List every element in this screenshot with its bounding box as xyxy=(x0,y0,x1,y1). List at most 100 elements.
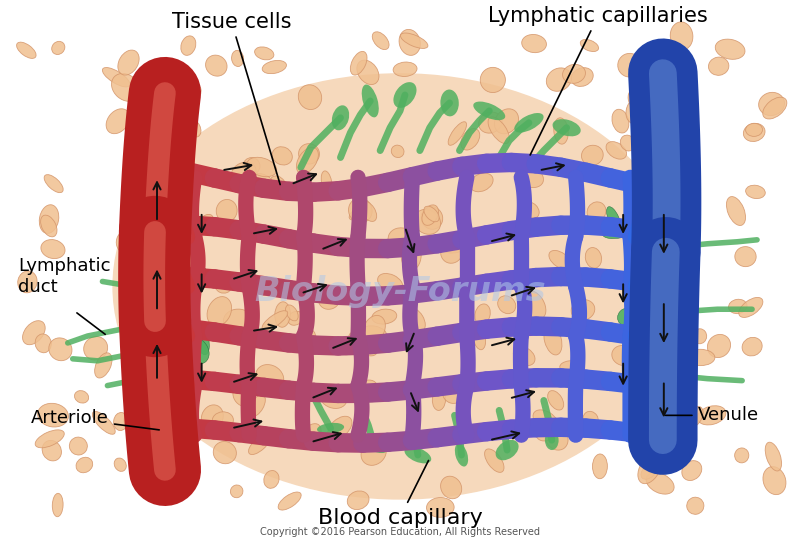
Ellipse shape xyxy=(350,52,367,75)
Ellipse shape xyxy=(298,85,322,110)
Ellipse shape xyxy=(661,160,682,183)
Ellipse shape xyxy=(254,47,274,60)
Ellipse shape xyxy=(693,329,706,344)
Ellipse shape xyxy=(544,325,562,355)
Ellipse shape xyxy=(174,104,198,115)
Ellipse shape xyxy=(111,73,140,102)
Ellipse shape xyxy=(150,385,190,395)
Ellipse shape xyxy=(498,296,516,314)
Ellipse shape xyxy=(35,430,64,448)
Ellipse shape xyxy=(233,382,255,406)
Ellipse shape xyxy=(393,62,417,77)
Ellipse shape xyxy=(734,448,749,463)
Ellipse shape xyxy=(612,109,629,133)
Ellipse shape xyxy=(194,214,214,236)
Ellipse shape xyxy=(183,155,194,170)
Ellipse shape xyxy=(288,311,303,325)
Ellipse shape xyxy=(365,384,385,402)
Ellipse shape xyxy=(49,338,72,361)
Text: Venule: Venule xyxy=(666,406,758,424)
Ellipse shape xyxy=(638,346,650,362)
Ellipse shape xyxy=(250,395,266,416)
Ellipse shape xyxy=(114,458,126,471)
Ellipse shape xyxy=(642,266,660,286)
Ellipse shape xyxy=(738,298,763,318)
Ellipse shape xyxy=(162,361,185,384)
Ellipse shape xyxy=(363,315,386,342)
Ellipse shape xyxy=(626,383,653,403)
Ellipse shape xyxy=(763,466,786,495)
Ellipse shape xyxy=(349,207,368,220)
Ellipse shape xyxy=(299,424,321,447)
Ellipse shape xyxy=(169,262,181,287)
Ellipse shape xyxy=(270,176,286,194)
Ellipse shape xyxy=(546,68,572,91)
Ellipse shape xyxy=(298,144,319,164)
Ellipse shape xyxy=(709,57,729,75)
Ellipse shape xyxy=(583,412,598,427)
Ellipse shape xyxy=(545,426,568,450)
Ellipse shape xyxy=(535,421,554,441)
Ellipse shape xyxy=(216,199,237,222)
Text: Biology-Forums: Biology-Forums xyxy=(254,275,546,308)
Ellipse shape xyxy=(17,42,36,59)
Ellipse shape xyxy=(180,391,194,408)
Ellipse shape xyxy=(715,39,745,59)
Ellipse shape xyxy=(354,380,378,401)
Ellipse shape xyxy=(157,294,172,312)
Ellipse shape xyxy=(391,145,404,157)
Ellipse shape xyxy=(401,33,428,48)
Ellipse shape xyxy=(488,117,510,143)
Ellipse shape xyxy=(206,55,227,76)
Ellipse shape xyxy=(461,129,480,150)
Ellipse shape xyxy=(173,148,194,174)
Ellipse shape xyxy=(634,358,654,384)
Ellipse shape xyxy=(554,118,568,144)
Ellipse shape xyxy=(431,430,445,444)
Ellipse shape xyxy=(571,68,594,86)
Ellipse shape xyxy=(480,67,506,92)
Ellipse shape xyxy=(356,341,377,356)
Ellipse shape xyxy=(322,171,332,193)
Text: Arteriole: Arteriole xyxy=(31,409,159,430)
Ellipse shape xyxy=(296,282,310,298)
Ellipse shape xyxy=(758,92,785,116)
Ellipse shape xyxy=(629,244,655,258)
Ellipse shape xyxy=(146,425,163,451)
Ellipse shape xyxy=(735,247,756,267)
Ellipse shape xyxy=(256,364,284,390)
Ellipse shape xyxy=(394,82,417,108)
Ellipse shape xyxy=(762,97,787,119)
Ellipse shape xyxy=(548,390,564,410)
Ellipse shape xyxy=(194,321,210,355)
Ellipse shape xyxy=(678,116,698,139)
Ellipse shape xyxy=(349,198,372,223)
Text: Copyright ©2016 Pearson Education, All Rights Reserved: Copyright ©2016 Pearson Education, All R… xyxy=(260,527,540,538)
Ellipse shape xyxy=(118,50,139,75)
Ellipse shape xyxy=(39,205,58,233)
Ellipse shape xyxy=(41,215,57,237)
Ellipse shape xyxy=(41,239,65,258)
Ellipse shape xyxy=(150,167,174,190)
Ellipse shape xyxy=(106,109,130,134)
Ellipse shape xyxy=(533,410,558,431)
Ellipse shape xyxy=(441,241,462,263)
Ellipse shape xyxy=(522,34,546,53)
Ellipse shape xyxy=(130,348,150,371)
Ellipse shape xyxy=(159,90,182,108)
Ellipse shape xyxy=(243,157,260,174)
Ellipse shape xyxy=(114,413,128,431)
Text: Tissue cells: Tissue cells xyxy=(172,11,291,185)
Ellipse shape xyxy=(94,353,112,378)
Ellipse shape xyxy=(426,497,454,517)
Ellipse shape xyxy=(553,119,581,136)
Ellipse shape xyxy=(473,325,486,350)
Ellipse shape xyxy=(475,304,490,325)
Ellipse shape xyxy=(422,205,438,225)
Ellipse shape xyxy=(593,454,607,479)
Ellipse shape xyxy=(140,314,174,333)
Ellipse shape xyxy=(154,248,185,267)
Ellipse shape xyxy=(230,485,243,498)
Ellipse shape xyxy=(442,380,465,403)
Ellipse shape xyxy=(474,102,506,120)
